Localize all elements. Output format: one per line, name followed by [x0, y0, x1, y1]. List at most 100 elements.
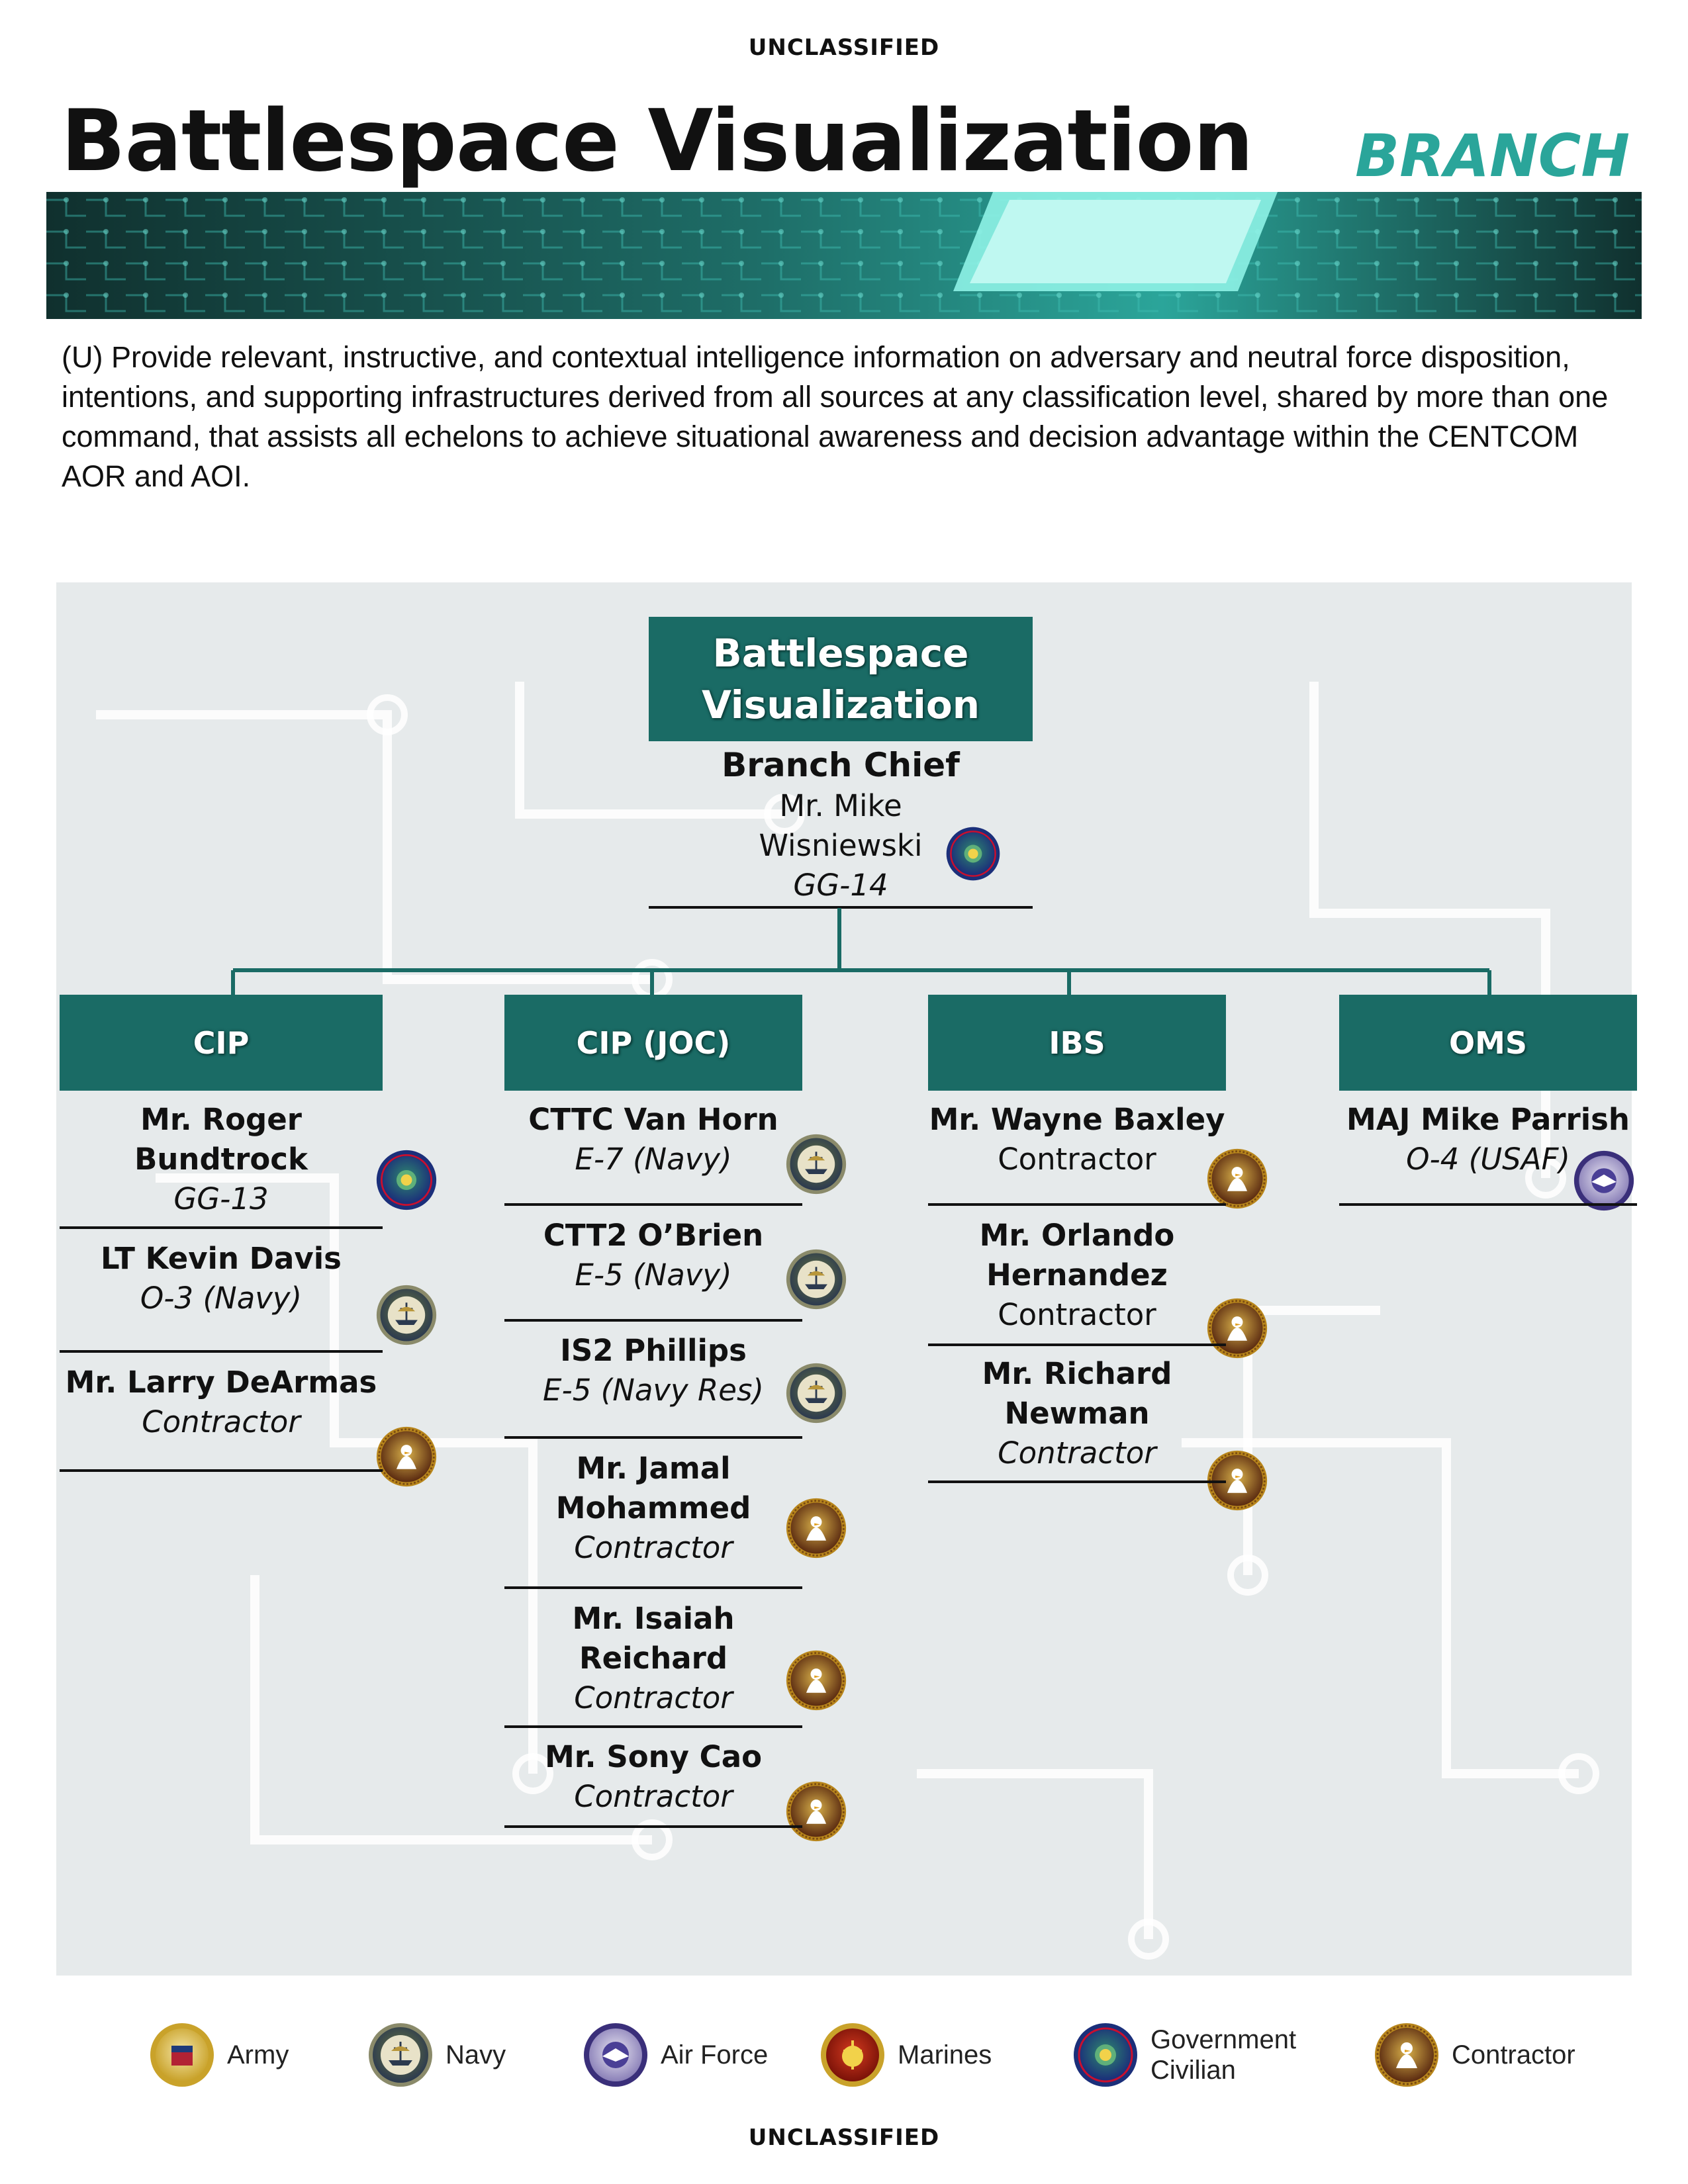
- chief-name-line2: Wisniewski: [759, 828, 923, 863]
- government-civilian-seal-icon: [1072, 2022, 1139, 2088]
- cip-member-davis: LT Kevin Davis O-3 (Navy): [60, 1239, 383, 1318]
- entry-underline: [60, 1226, 383, 1229]
- circuit-banner: [46, 192, 1642, 319]
- legend-navy: Navy: [367, 2022, 506, 2088]
- member-grade: E-7 (Navy): [575, 1142, 732, 1177]
- member-name: IS2 Phillips: [560, 1333, 747, 1368]
- entry-underline: [1339, 1203, 1637, 1206]
- member-name: Mr. Sony Cao: [545, 1739, 762, 1774]
- entry-underline: [504, 1586, 802, 1589]
- legend-contractor: Contractor: [1374, 2022, 1575, 2088]
- legend-label: Contractor: [1452, 2040, 1575, 2070]
- member-name: Mohammed: [555, 1490, 751, 1525]
- joc-member-vanhorn: CTTC Van Horn E-7 (Navy): [504, 1100, 802, 1179]
- entry-underline: [928, 1343, 1226, 1346]
- chief-grade: GG-14: [793, 868, 888, 903]
- air-force-seal-icon: [1573, 1150, 1635, 1212]
- member-name: CTTC Van Horn: [528, 1102, 778, 1137]
- classification-bottom: UNCLASSIFIED: [748, 2124, 940, 2151]
- government-civilian-seal-icon: [945, 826, 1001, 882]
- oms-member-parrish: MAJ Mike Parrish O-4 (USAF): [1339, 1100, 1637, 1179]
- chief-underline: [649, 906, 1033, 909]
- joc-member-reichard: Mr. Isaiah Reichard Contractor: [504, 1599, 802, 1718]
- legend-label: Navy: [445, 2040, 506, 2070]
- entry-underline: [504, 1436, 802, 1439]
- navy-seal-icon: [375, 1284, 438, 1346]
- branch-box: Battlespace Visualization: [649, 617, 1033, 741]
- member-grade: Contractor: [574, 1680, 733, 1715]
- legend-government-civilian: Government Civilian: [1072, 2022, 1296, 2088]
- member-name: Mr. Isaiah: [572, 1601, 735, 1636]
- entry-underline: [928, 1480, 1226, 1483]
- entry-underline: [504, 1725, 802, 1728]
- legend-label: Government Civilian: [1150, 2025, 1296, 2085]
- member-name: Reichard: [579, 1641, 728, 1676]
- contractor-seal-icon: [375, 1426, 438, 1488]
- member-grade: GG-13: [173, 1181, 269, 1216]
- legend-army: Army: [149, 2022, 289, 2088]
- member-grade: Contractor: [574, 1779, 733, 1814]
- ibs-member-hernandez: Mr. Orlando Hernandez Contractor: [928, 1216, 1226, 1335]
- member-name: Mr. Richard: [982, 1356, 1172, 1391]
- legend-label: Army: [227, 2040, 289, 2070]
- contractor-seal-icon: [1374, 2022, 1440, 2088]
- member-grade: Contractor: [998, 1142, 1156, 1177]
- cip-member-dearmas: Mr. Larry DeArmas Contractor: [60, 1363, 383, 1442]
- header-oms: OMS: [1339, 995, 1637, 1091]
- cip-member-bundtrock: Mr. Roger Bundtrock GG-13: [60, 1100, 383, 1219]
- chief-name-line1: Mr. Mike: [779, 788, 902, 823]
- navy-seal-icon: [785, 1248, 847, 1310]
- entry-underline: [504, 1825, 802, 1828]
- branch-chief: Branch Chief Mr. Mike Wisniewski GG-14: [649, 744, 1033, 905]
- classification-top: UNCLASSIFIED: [748, 34, 940, 61]
- legend-air-force: Air Force: [583, 2022, 768, 2088]
- entry-underline: [60, 1469, 383, 1472]
- member-name: Mr. Jamal: [576, 1451, 731, 1486]
- member-grade: O-3 (Navy): [140, 1281, 303, 1316]
- member-name: LT Kevin Davis: [101, 1241, 342, 1276]
- branch-tag: BRANCH: [1355, 122, 1630, 190]
- marines-seal-icon: [820, 2022, 886, 2088]
- contractor-seal-icon: [1206, 1148, 1268, 1210]
- mission-statement: (U) Provide relevant, instructive, and c…: [62, 340, 1609, 493]
- header-cip-joc: CIP (JOC): [504, 995, 802, 1091]
- navy-seal-icon: [785, 1133, 847, 1195]
- entry-underline: [60, 1350, 383, 1353]
- member-grade: E-5 (Navy): [575, 1257, 732, 1293]
- branch-box-line2: Visualization: [701, 682, 980, 727]
- joc-member-cao: Mr. Sony Cao Contractor: [504, 1737, 802, 1817]
- chief-title: Branch Chief: [722, 746, 960, 784]
- government-civilian-seal-icon: [375, 1149, 438, 1211]
- member-name: Hernandez: [986, 1257, 1168, 1293]
- contractor-seal-icon: [785, 1780, 847, 1843]
- entry-underline: [504, 1203, 802, 1206]
- air-force-seal-icon: [583, 2022, 649, 2088]
- member-name: Newman: [1004, 1396, 1150, 1431]
- member-name: Mr. Roger: [140, 1102, 302, 1137]
- joc-member-mohammed: Mr. Jamal Mohammed Contractor: [504, 1449, 802, 1568]
- member-grade: Contractor: [998, 1435, 1156, 1471]
- legend-marines: Marines: [820, 2022, 992, 2088]
- entry-underline: [504, 1319, 802, 1322]
- joc-member-phillips: IS2 Phillips E-5 (Navy Res): [504, 1331, 802, 1410]
- member-name: Mr. Orlando: [979, 1218, 1175, 1253]
- contractor-seal-icon: [1206, 1297, 1268, 1359]
- contractor-seal-icon: [785, 1649, 847, 1711]
- member-name: Bundtrock: [134, 1142, 308, 1177]
- legend-label: Marines: [898, 2040, 992, 2070]
- contractor-seal-icon: [785, 1497, 847, 1559]
- header-cip: CIP: [60, 995, 383, 1091]
- navy-seal-icon: [785, 1362, 847, 1424]
- navy-seal-icon: [367, 2022, 434, 2088]
- ibs-member-baxley: Mr. Wayne Baxley Contractor: [928, 1100, 1226, 1179]
- legend-label-line2: Civilian: [1150, 2056, 1236, 2085]
- member-name: CTT2 O’Brien: [543, 1218, 764, 1253]
- legend-label: Air Force: [661, 2040, 769, 2070]
- header-ibs: IBS: [928, 995, 1226, 1091]
- page-title: Battlespace Visualization: [61, 92, 1254, 191]
- legend-label-line1: Government: [1150, 2025, 1297, 2054]
- member-name: Mr. Wayne Baxley: [929, 1102, 1225, 1137]
- member-grade: Contractor: [142, 1404, 301, 1439]
- ibs-member-newman: Mr. Richard Newman Contractor: [928, 1354, 1226, 1473]
- member-grade: O-4 (USAF): [1406, 1142, 1570, 1177]
